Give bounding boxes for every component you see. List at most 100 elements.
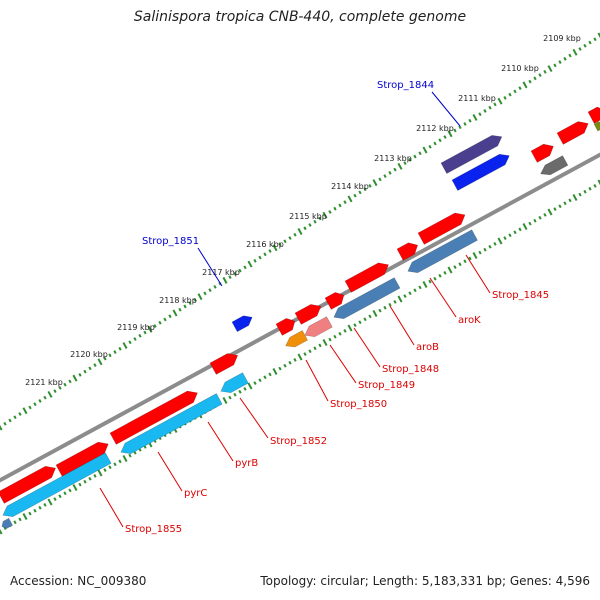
outer-tick — [493, 102, 497, 107]
inner-tick — [408, 291, 412, 296]
outer-tick — [453, 128, 457, 133]
cds-reverse-arrow — [120, 393, 223, 455]
outer-tick — [463, 122, 467, 126]
inner-tick — [572, 194, 578, 201]
cds-steelblue-arrow — [333, 277, 401, 320]
gene-label: aroK — [458, 315, 481, 326]
kbp-label: 2119 kbp — [117, 323, 155, 332]
outer-tick — [128, 340, 132, 345]
inner-tick — [418, 285, 422, 290]
accession-text: Accession: NC_009380 — [10, 574, 147, 588]
inner-tick — [478, 250, 482, 255]
outer-tick — [263, 252, 267, 257]
outer-tick — [143, 330, 147, 335]
inner-tick — [222, 397, 228, 404]
outer-tick — [428, 144, 432, 149]
outer-tick — [38, 399, 42, 403]
cds-forward-arrow — [530, 143, 554, 163]
inner-tick — [43, 503, 47, 507]
outer-tick — [88, 366, 92, 371]
label-leader-line — [429, 277, 457, 318]
outer-tick — [293, 232, 297, 237]
inner-tick — [468, 256, 472, 261]
inner-tick — [497, 237, 503, 245]
outer-tick — [108, 353, 112, 358]
outer-tick — [538, 73, 542, 77]
outer-tick — [172, 309, 178, 317]
outer-tick — [168, 314, 172, 319]
outer-tick — [422, 146, 428, 154]
inner-tick — [528, 221, 532, 226]
outer-tick — [203, 291, 207, 296]
outer-tick — [147, 325, 153, 333]
outer-tick — [272, 244, 278, 252]
outer-tick — [288, 236, 292, 240]
inner-tick — [413, 288, 417, 293]
inner-tick — [253, 381, 257, 385]
inner-tick — [268, 372, 272, 377]
inner-tick — [397, 295, 403, 303]
inner-tick — [568, 198, 572, 203]
outer-tick — [72, 374, 78, 382]
label-leader-line — [197, 247, 223, 287]
outer-tick — [0, 424, 3, 431]
outer-tick — [513, 89, 517, 94]
label-leader-line — [157, 451, 183, 492]
inner-tick — [63, 491, 67, 496]
outer-tick — [163, 317, 167, 322]
orange-feature — [285, 330, 308, 348]
outer-tick — [563, 56, 567, 61]
label-leader-line — [329, 344, 357, 384]
kbp-labels: 2109 kbp 2110 kbp 2111 kbp 2112 kbp 2113 kbp… — [25, 34, 581, 387]
outer-tick — [178, 307, 182, 312]
outer-tick — [83, 369, 87, 374]
inner-tick — [438, 273, 442, 278]
inner-tick — [453, 265, 457, 269]
outer-tick — [8, 418, 12, 423]
outer-tick — [188, 301, 192, 306]
inner-tick — [388, 302, 392, 307]
inner-tick — [383, 305, 387, 310]
outer-tick — [383, 174, 387, 178]
outer-tick — [363, 187, 367, 192]
inner-tick — [372, 310, 378, 317]
purple-feature — [440, 135, 503, 174]
inner-tick — [493, 242, 497, 246]
inner-tick — [72, 484, 78, 491]
outer-tick — [508, 92, 512, 97]
outer-tick — [318, 216, 322, 221]
inner-tick — [283, 363, 287, 368]
outer-tick — [233, 271, 237, 276]
outer-tick — [583, 43, 587, 48]
blue-feature — [451, 153, 510, 191]
inner-tick — [93, 474, 97, 478]
kbp-label: 2113 kbp — [374, 154, 412, 163]
outer-tick — [343, 200, 347, 205]
inner-tick — [68, 488, 72, 493]
outer-tick — [303, 226, 307, 231]
outer-tick — [268, 249, 272, 253]
outer-tick — [308, 223, 312, 227]
inner-tick — [58, 494, 62, 499]
gene-label: Strop_1852 — [270, 436, 327, 447]
outer-tick — [243, 265, 247, 270]
kbp-label: 2111 kbp — [458, 94, 496, 103]
outer-tick — [63, 382, 67, 387]
inner-tick — [368, 314, 372, 319]
outer-tick — [597, 32, 600, 39]
blue-feature — [231, 315, 253, 333]
inner-tick — [403, 294, 407, 298]
inner-tick — [583, 189, 587, 194]
inner-tick — [488, 244, 492, 249]
inner-tick — [483, 247, 487, 252]
inner-tick — [513, 230, 517, 235]
inner-tick — [338, 331, 342, 336]
outer-tick — [518, 86, 522, 91]
inner-tick — [358, 320, 362, 325]
outer-tick — [138, 333, 142, 338]
inner-tick — [393, 300, 397, 304]
inner-tick — [343, 329, 347, 333]
outer-tick — [47, 390, 53, 398]
inner-tick — [328, 337, 332, 342]
